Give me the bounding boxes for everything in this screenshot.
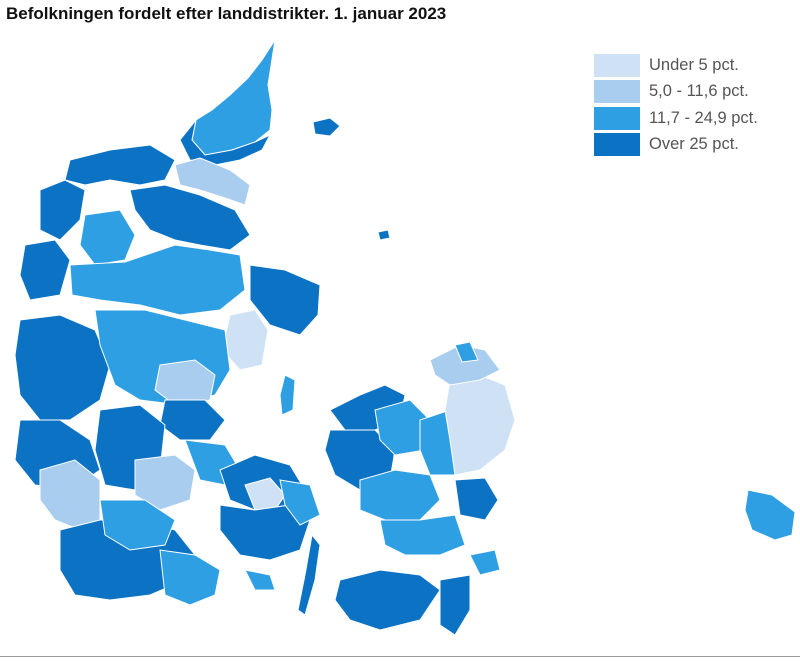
- region-aero[interactable]: [244, 569, 276, 591]
- legend-label: Over 25 pct.: [649, 135, 739, 154]
- legend-swatch: [594, 106, 640, 130]
- region-samso[interactable]: [279, 374, 296, 416]
- region-funen-south[interactable]: [219, 504, 311, 561]
- region-bornholm[interactable]: [744, 489, 796, 541]
- region-vendsyssel-north[interactable]: [191, 39, 276, 156]
- region-west-coast[interactable]: [19, 239, 71, 301]
- map-title: Befolkningen fordelt efter landdistrikte…: [6, 4, 447, 23]
- region-horsens[interactable]: [159, 399, 226, 441]
- legend-swatch: [594, 53, 640, 77]
- legend-label: Under 5 pct.: [649, 55, 739, 74]
- region-silkeborg[interactable]: [154, 359, 216, 406]
- legend-swatch: [594, 80, 640, 104]
- region-west-jutland[interactable]: [14, 314, 111, 421]
- bottom-divider: [0, 656, 800, 657]
- region-sonderborg[interactable]: [159, 549, 221, 606]
- legend-item-over-25: Over 25 pct.: [594, 132, 758, 159]
- region-djursland[interactable]: [249, 264, 321, 336]
- region-anholt[interactable]: [377, 229, 391, 241]
- region-laeso[interactable]: [312, 117, 341, 137]
- region-copenhagen[interactable]: [444, 374, 516, 476]
- legend-swatch: [594, 133, 640, 157]
- region-mon[interactable]: [469, 549, 501, 576]
- region-vendsyssel-mid[interactable]: [179, 119, 272, 166]
- region-south-zealand[interactable]: [379, 514, 466, 556]
- region-falster[interactable]: [439, 574, 471, 636]
- region-himmerland[interactable]: [129, 184, 251, 251]
- map-legend: Under 5 pct. 5,0 - 11,6 pct. 11,7 - 24,9…: [594, 52, 758, 158]
- legend-label: 11,7 - 24,9 pct.: [649, 108, 758, 127]
- region-salling[interactable]: [79, 209, 136, 266]
- legend-item-11-24: 11,7 - 24,9 pct.: [594, 105, 758, 132]
- region-mors-west[interactable]: [39, 179, 86, 241]
- region-aabenraa[interactable]: [99, 499, 176, 551]
- legend-item-under-5: Under 5 pct.: [594, 52, 758, 79]
- region-stevns[interactable]: [454, 477, 499, 521]
- region-vendsyssel-south[interactable]: [174, 157, 251, 206]
- region-kolding[interactable]: [134, 454, 196, 511]
- region-mid-jutland-north[interactable]: [69, 244, 246, 316]
- region-gilleleje[interactable]: [454, 341, 479, 363]
- legend-item-5-11: 5,0 - 11,6 pct.: [594, 79, 758, 106]
- region-ringsted[interactable]: [359, 469, 441, 521]
- region-langeland[interactable]: [297, 533, 321, 616]
- region-odense[interactable]: [244, 477, 286, 511]
- region-lolland[interactable]: [334, 569, 441, 631]
- legend-label: 5,0 - 11,6 pct.: [649, 82, 749, 101]
- region-thy[interactable]: [64, 144, 176, 186]
- region-svendborg[interactable]: [279, 479, 321, 526]
